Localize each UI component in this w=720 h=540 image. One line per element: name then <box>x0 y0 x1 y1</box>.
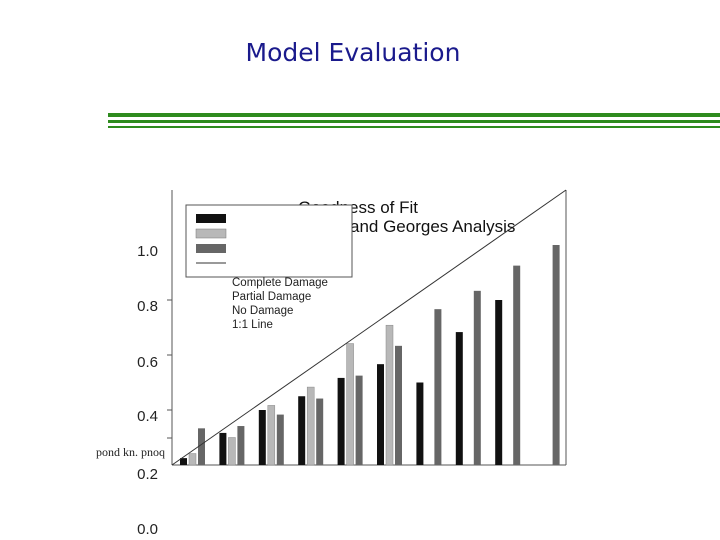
bar-complete-damage <box>377 364 384 465</box>
bar-partial-damage <box>385 324 394 466</box>
bar-partial-damage <box>267 405 276 466</box>
bar-partial-damage <box>188 453 197 466</box>
bar-partial-damage <box>346 343 354 466</box>
y-tick-label: 0.2 <box>137 466 158 483</box>
y-tick-labels: 1.0 0.8 0.6 0.4 0.2 0.0 <box>137 243 158 538</box>
bar-none-damage <box>276 414 284 465</box>
slide-title: Model Evaluation <box>245 38 461 67</box>
bar-complete-damage <box>337 377 345 465</box>
one-to-one-line <box>171 189 567 466</box>
legend-label-none: No Damage <box>232 305 293 317</box>
y-tick-label: 0.4 <box>137 408 158 425</box>
legend-label-complete: Complete Damage <box>232 277 328 289</box>
bar-series <box>180 245 560 466</box>
y-axis-side-text: pond kn. pnoq <box>96 445 165 459</box>
bar-none-damage <box>198 428 205 465</box>
bar-complete-damage <box>495 300 503 465</box>
bar-none-damage <box>434 309 442 465</box>
bar-complete-damage <box>258 410 266 465</box>
bar-none-damage <box>237 426 245 465</box>
bar-complete-damage <box>219 432 227 465</box>
title-divider-line <box>108 126 720 128</box>
title-divider-line <box>108 113 720 117</box>
legend-label-partial: Partial Damage <box>232 291 311 303</box>
y-tick-label: 1.0 <box>137 243 158 260</box>
legend-swatch-partial <box>195 228 227 239</box>
chart-title-line-2: and Georges Analysis <box>350 217 515 236</box>
bar-none-damage <box>513 265 521 465</box>
bar-none-damage <box>316 398 324 465</box>
bar-complete-damage <box>455 332 463 465</box>
y-tick-label: 0.6 <box>137 354 158 371</box>
bar-partial-damage <box>228 437 236 466</box>
y-tick-label: 0.8 <box>137 298 158 315</box>
bar-complete-damage <box>298 396 306 465</box>
y-tick-label: 0.0 <box>137 521 158 538</box>
bar-complete-damage <box>416 382 424 465</box>
bar-none-damage <box>473 290 481 465</box>
chart-legend <box>185 204 353 278</box>
bar-none-damage <box>355 375 363 465</box>
bar-none-damage <box>395 345 402 465</box>
legend-swatch-none <box>196 244 226 253</box>
bar-none-damage <box>552 245 560 465</box>
legend-label-line: 1:1 Line <box>232 319 273 331</box>
legend-swatch-complete <box>196 214 226 223</box>
bar-complete-damage <box>180 458 187 465</box>
bar-partial-damage <box>306 386 315 466</box>
title-divider-line <box>108 120 720 123</box>
